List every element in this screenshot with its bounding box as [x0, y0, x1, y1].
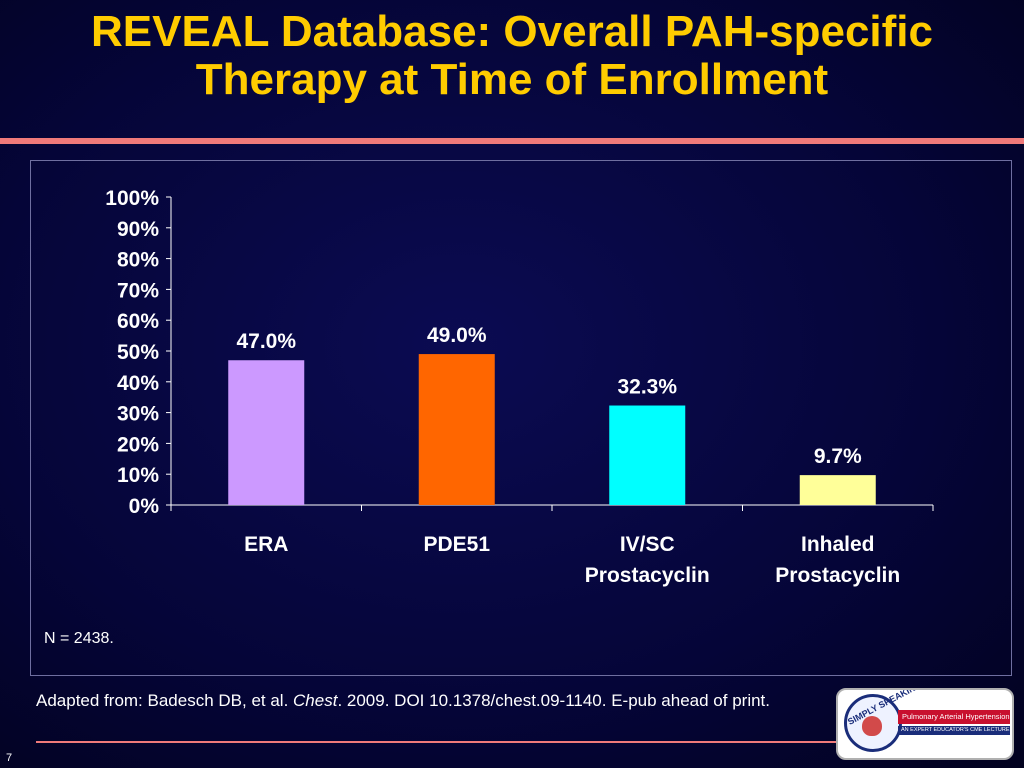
logo-subtagline: AN EXPERT EDUCATOR'S CME LECTURE SERIES: [898, 726, 1010, 735]
chart-frame: 0% 10% 20% 30% 40% 50% 60% 70% 80% 90% 100% 47.0% ER…: [30, 160, 1012, 676]
simply-speaking-logo: SIMPLY SPEAKING Pulmonary Arterial Hyper…: [836, 688, 1014, 760]
title-divider: [0, 138, 1024, 144]
y-tick-label-90: 90%: [117, 218, 159, 241]
bar-0: [228, 360, 305, 505]
source-suffix: . 2009. DOI 10.1378/chest.09-1140. E-pub…: [337, 691, 770, 710]
category-label-2-line-0: IV/SC: [620, 533, 675, 556]
slide-title: REVEAL Database: Overall PAH-specific Th…: [0, 8, 1024, 104]
category-label-0-line-0: ERA: [244, 533, 288, 556]
y-tick-label-50: 50%: [117, 341, 159, 364]
bar-chart: 0% 10% 20% 30% 40% 50% 60% 70% 80% 90% 100% 47.0% ER…: [105, 187, 934, 587]
bar-2: [609, 405, 686, 505]
data-label-0: 47.0%: [236, 330, 296, 353]
heart-lungs-icon: [862, 716, 882, 736]
bar-3: [799, 475, 876, 505]
slide-title-line-2: Therapy at Time of Enrollment: [195, 55, 829, 104]
data-label-2: 32.3%: [617, 376, 677, 399]
category-label-3-line-0: Inhaled: [801, 533, 875, 556]
source-citation: Adapted from: Badesch DB, et al. Chest. …: [36, 690, 796, 711]
category-label-1-line-0: PDE51: [423, 533, 490, 556]
y-tick-label-40: 40%: [117, 372, 159, 395]
slide-title-line-1: REVEAL Database: Overall PAH-specific: [90, 7, 933, 56]
footer-divider: [36, 741, 836, 743]
y-tick-label-10: 10%: [117, 464, 159, 487]
y-tick-label-100: 100%: [105, 187, 159, 210]
category-label-3-line-1: Prostacyclin: [775, 564, 900, 587]
data-label-3: 9.7%: [814, 445, 862, 468]
logo-tagline: Pulmonary Arterial Hypertension: [898, 710, 1010, 724]
bar-1: [418, 354, 495, 505]
sample-size-note: N = 2438.: [44, 630, 114, 647]
page-number: 7: [6, 752, 13, 764]
data-label-1: 49.0%: [427, 324, 487, 347]
y-tick-label-60: 60%: [117, 310, 159, 333]
source-prefix: Adapted from: Badesch DB, et al.: [36, 691, 294, 710]
y-tick-label-20: 20%: [117, 433, 159, 456]
source-journal: Chest: [293, 691, 338, 710]
y-tick-label-0: 0%: [129, 495, 160, 518]
y-tick-label-80: 80%: [117, 249, 159, 272]
y-tick-label-30: 30%: [117, 403, 159, 426]
category-label-2-line-1: Prostacyclin: [585, 564, 710, 587]
y-tick-label-70: 70%: [117, 279, 159, 302]
